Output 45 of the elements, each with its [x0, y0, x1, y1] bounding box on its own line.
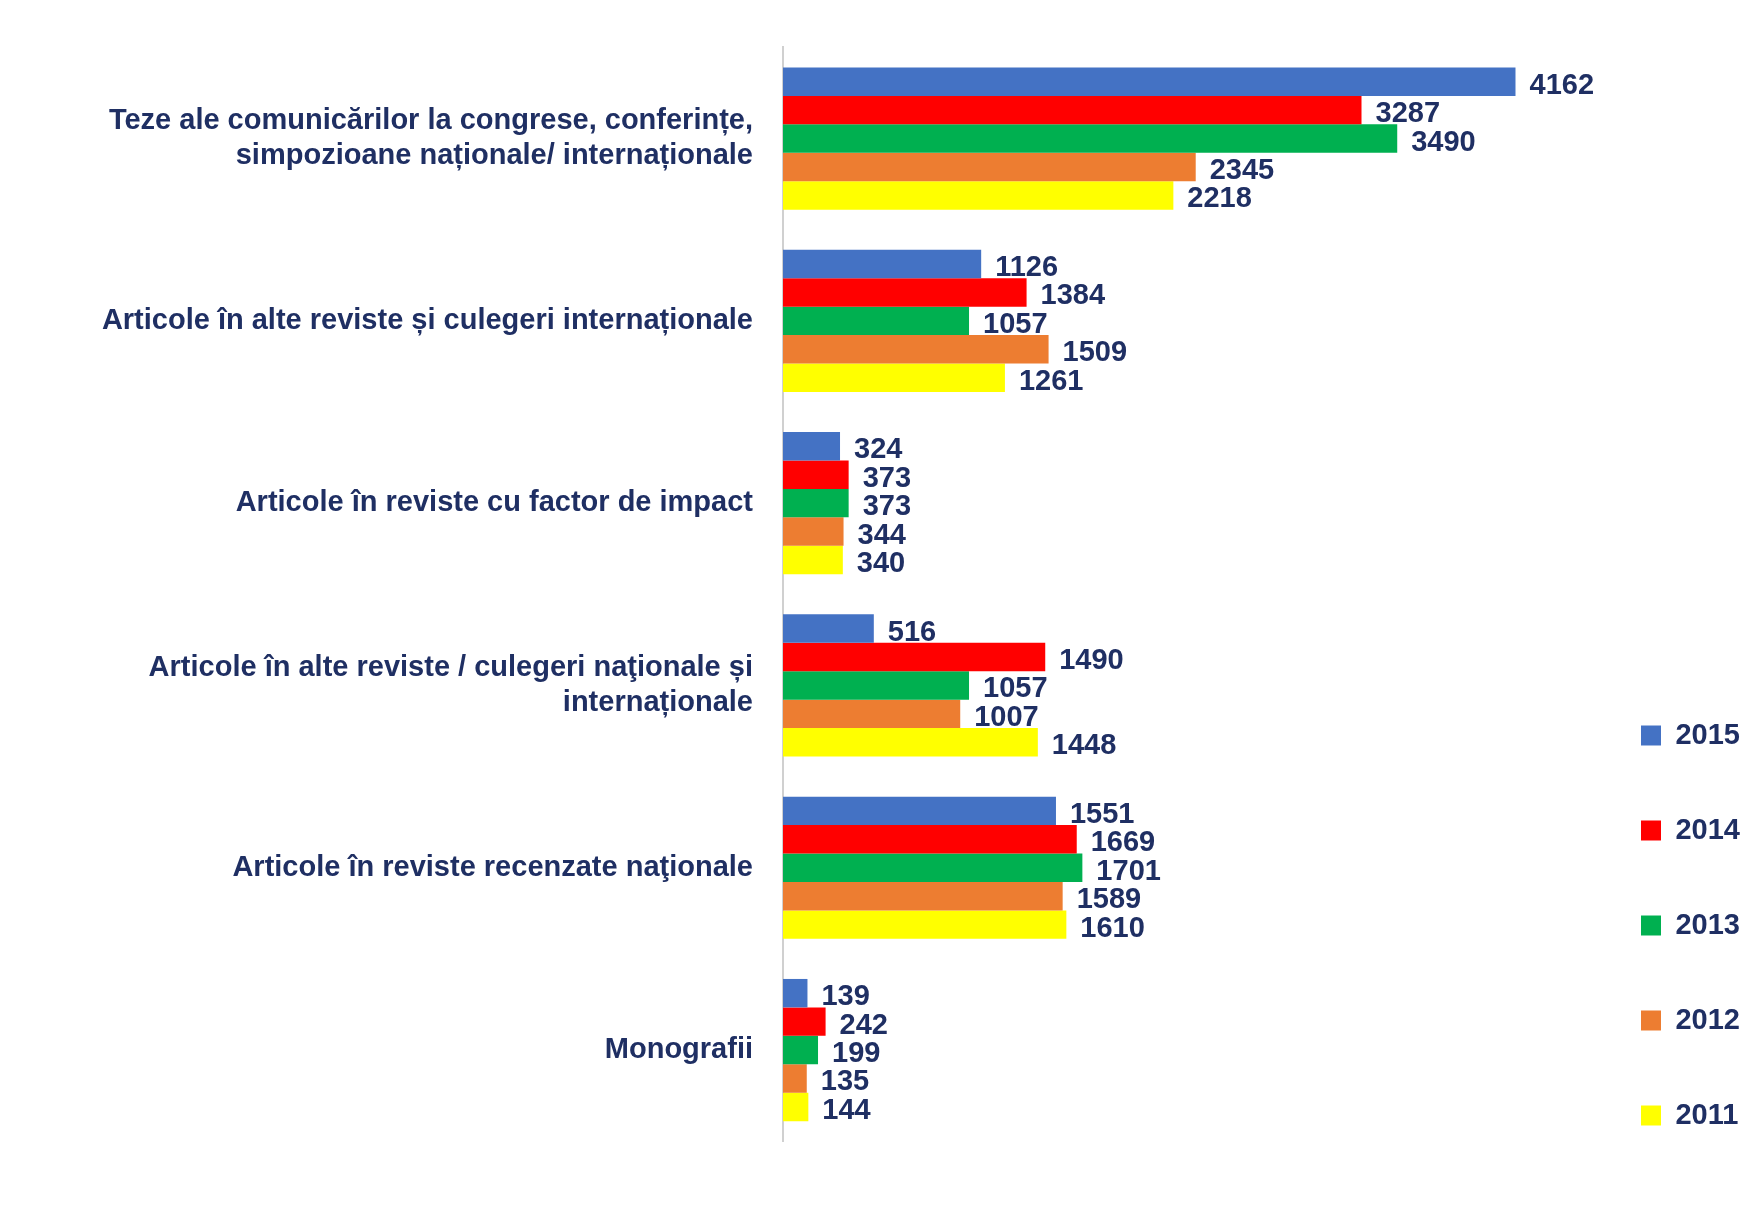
y-tick-label: Articole în reviste cu factor de impact: [235, 485, 754, 518]
legend-label: 2013: [1675, 907, 1740, 940]
legend-label: 2014: [1675, 812, 1740, 845]
bar: [783, 67, 1516, 96]
bar: [783, 728, 1038, 757]
bar: [783, 1035, 819, 1065]
bar: [783, 1092, 809, 1122]
bar: [783, 95, 1362, 125]
bar: [783, 517, 844, 546]
bar: [783, 152, 1196, 182]
bar: [783, 1064, 807, 1093]
y-tick-label: Articole în reviste recenzate naţionale: [232, 849, 753, 882]
legend-label: 2012: [1675, 1002, 1740, 1035]
y-tick-label: Teze ale comunicărilor la congrese, conferințe, simpozioane naționale/ internaționale: [108, 103, 753, 171]
bar: [783, 545, 843, 575]
data-label: 516: [887, 614, 937, 647]
bar: [783, 335, 1049, 364]
legend-label: 2015: [1675, 717, 1740, 750]
bar: [783, 488, 849, 518]
bar: [783, 278, 1027, 307]
bar: [783, 363, 1005, 392]
bar: [783, 910, 1067, 939]
bar: [783, 796, 1056, 826]
bar: [783, 825, 1077, 854]
y-tick-label: Articole în alte reviste / culegeri naţionale și internaționale: [148, 650, 753, 718]
legend-label: 2011: [1675, 1097, 1739, 1130]
bar: [783, 853, 1083, 882]
bar: [783, 699, 961, 729]
bar: [783, 1007, 826, 1036]
data-label: 1490: [1059, 643, 1124, 676]
bar: [783, 124, 1398, 153]
bar: [783, 642, 1046, 672]
bar: [783, 249, 982, 279]
bar: [783, 671, 970, 700]
bar: [783, 460, 849, 489]
data-label: 1448: [1051, 728, 1117, 761]
data-label: 4162: [1529, 67, 1595, 100]
bar: [783, 881, 1063, 911]
bar: [783, 306, 970, 336]
y-tick-label: Articole în alte reviste și culegeri internaționale: [101, 302, 753, 336]
y-tick-label: Monografii: [604, 1032, 753, 1065]
bar: [783, 978, 808, 1008]
bar: [783, 432, 841, 461]
bar: [783, 614, 874, 643]
bar: [783, 181, 1174, 210]
